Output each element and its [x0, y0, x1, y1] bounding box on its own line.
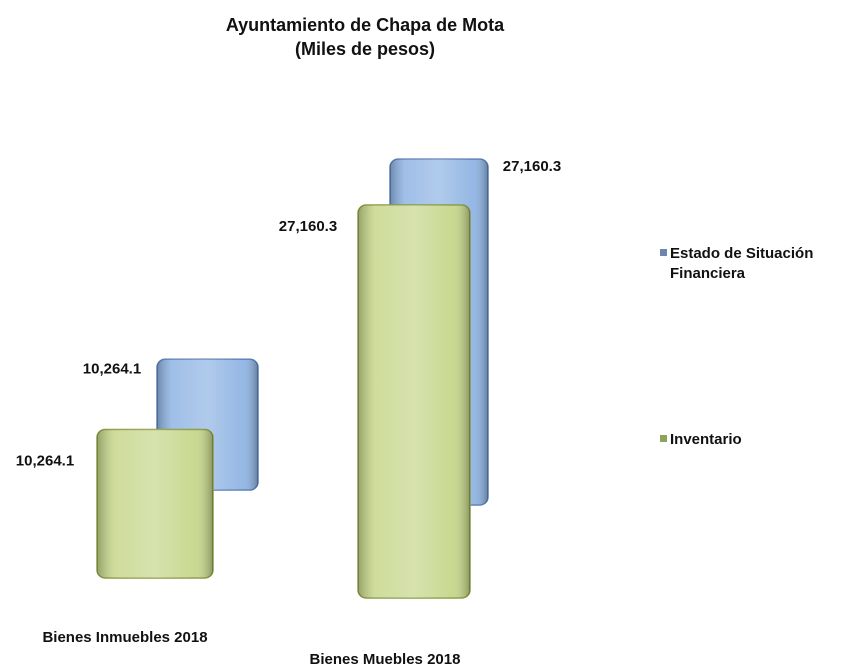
legend-item: Inventario [660, 430, 860, 450]
legend-label: Estado de Situación Financiera [670, 245, 814, 282]
x-tick-label: Bienes Muebles 2018 [310, 651, 461, 668]
legend-item: Estado de Situación Financiera [660, 244, 860, 284]
x-tick-label: Bienes Inmuebles 2018 [42, 629, 207, 646]
value-label: 10,264.1 [16, 452, 74, 469]
value-label: 27,160.3 [279, 218, 337, 235]
value-label: 10,264.1 [83, 360, 141, 377]
value-label: 27,160.3 [503, 158, 561, 175]
legend-swatch [660, 249, 667, 256]
legend-swatch [660, 435, 667, 442]
chart-title: Ayuntamiento de Chapa de Mota [226, 15, 505, 35]
bar [96, 428, 214, 579]
legend-label: Inventario [670, 431, 742, 448]
bar [357, 204, 471, 599]
chart-subtitle: (Miles de pesos) [295, 39, 435, 59]
